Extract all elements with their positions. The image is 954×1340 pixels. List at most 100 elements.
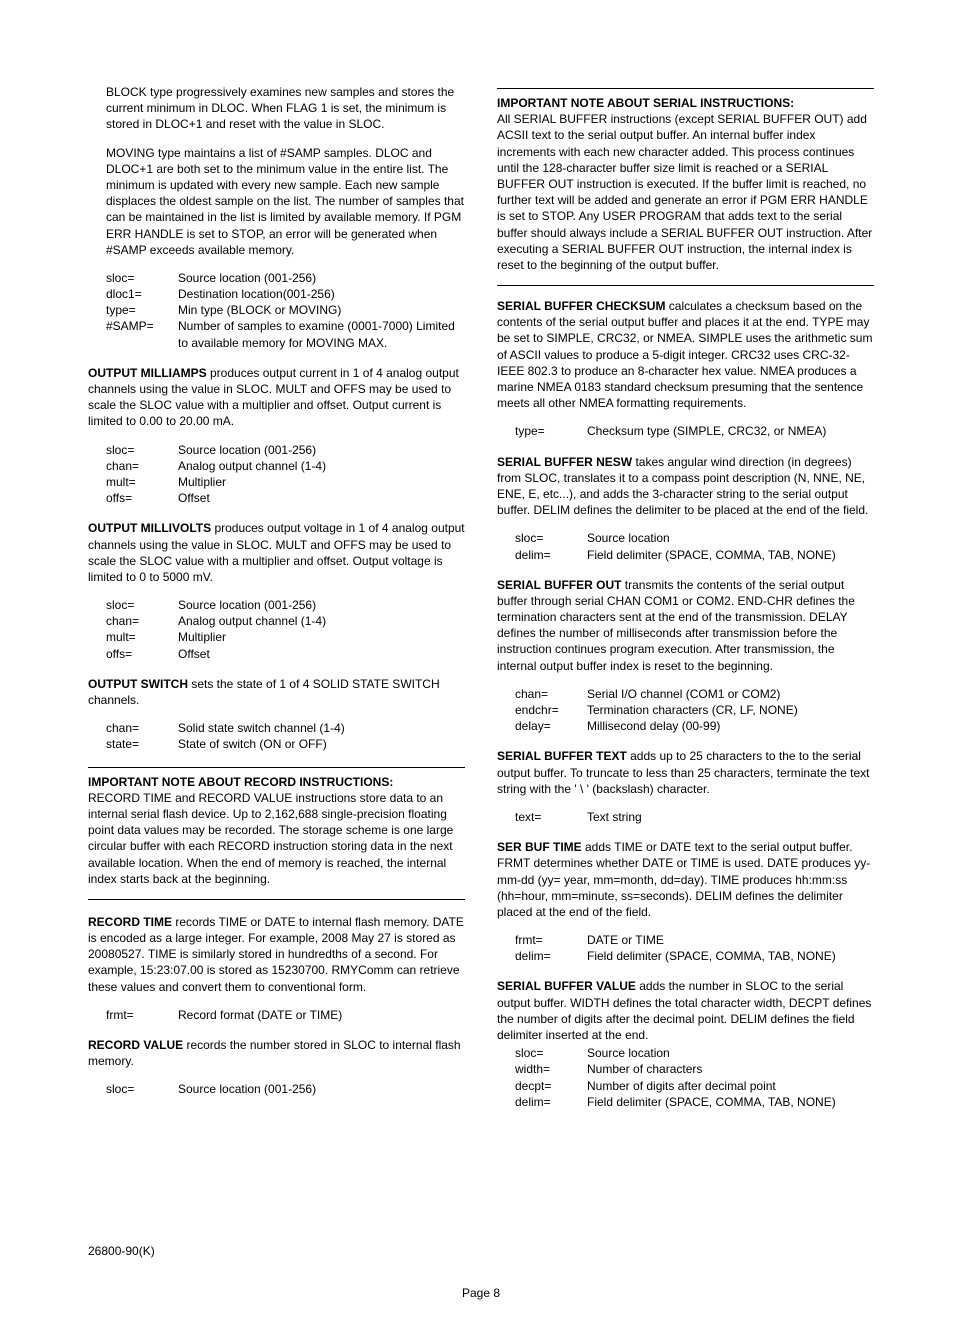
param-val: Text string bbox=[587, 809, 874, 825]
record-time: RECORD TIME records TIME or DATE to inte… bbox=[88, 914, 465, 995]
head-sbc: SERIAL BUFFER CHECKSUM bbox=[497, 299, 665, 313]
param-key: type= bbox=[106, 302, 178, 318]
param-val: Source location bbox=[587, 530, 874, 546]
param-key: chan= bbox=[106, 458, 178, 474]
param-val: Field delimiter (SPACE, COMMA, TAB, NONE… bbox=[587, 1094, 874, 1110]
body-sbc: calculates a checksum based on the conte… bbox=[497, 299, 872, 410]
head-sbn: SERIAL BUFFER NESW bbox=[497, 455, 632, 469]
param-key: decpt= bbox=[515, 1078, 587, 1094]
param-val: Millisecond delay (00-99) bbox=[587, 718, 874, 734]
note-head-serial: IMPORTANT NOTE ABOUT SERIAL INSTRUCTIONS… bbox=[497, 96, 794, 110]
param-key: sloc= bbox=[515, 530, 587, 546]
param-key: sloc= bbox=[106, 442, 178, 458]
param-key: #SAMP= bbox=[106, 318, 178, 350]
param-val: Source location (001-256) bbox=[178, 442, 465, 458]
param-key: type= bbox=[515, 423, 587, 439]
serial-note: IMPORTANT NOTE ABOUT SERIAL INSTRUCTIONS… bbox=[497, 95, 874, 273]
param-val: Destination location(001-256) bbox=[178, 286, 465, 302]
param-key: endchr= bbox=[515, 702, 587, 718]
record-note: IMPORTANT NOTE ABOUT RECORD INSTRUCTIONS… bbox=[88, 774, 465, 887]
head-output-millivolts: OUTPUT MILLIVOLTS bbox=[88, 521, 211, 535]
param-key: frmt= bbox=[515, 932, 587, 948]
param-key: sloc= bbox=[106, 597, 178, 613]
param-val: Source location (001-256) bbox=[178, 1081, 465, 1097]
head-record-time: RECORD TIME bbox=[88, 915, 172, 929]
param-val: Multiplier bbox=[178, 629, 465, 645]
serial-buffer-nesw: SERIAL BUFFER NESW takes angular wind di… bbox=[497, 454, 874, 519]
left-column: BLOCK type progressively examines new sa… bbox=[88, 84, 465, 1124]
output-switch: OUTPUT SWITCH sets the state of 1 of 4 S… bbox=[88, 676, 465, 708]
param-val: Source location (001-256) bbox=[178, 597, 465, 613]
param-key: delay= bbox=[515, 718, 587, 734]
serial-buffer-value: SERIAL BUFFER VALUE adds the number in S… bbox=[497, 978, 874, 1043]
param-key: chan= bbox=[515, 686, 587, 702]
param-val: Solid state switch channel (1-4) bbox=[178, 720, 465, 736]
param-val: DATE or TIME bbox=[587, 932, 874, 948]
param-key: mult= bbox=[106, 474, 178, 490]
note-body-record: RECORD TIME and RECORD VALUE instruction… bbox=[88, 791, 453, 886]
params-sbt: text=Text string bbox=[515, 809, 874, 825]
divider bbox=[88, 767, 465, 768]
param-key: chan= bbox=[106, 613, 178, 629]
params-rectime: frmt=Record format (DATE or TIME) bbox=[106, 1007, 465, 1023]
param-val: Offset bbox=[178, 490, 465, 506]
params-recval: sloc=Source location (001-256) bbox=[106, 1081, 465, 1097]
param-val: Field delimiter (SPACE, COMMA, TAB, NONE… bbox=[587, 547, 874, 563]
para-block: BLOCK type progressively examines new sa… bbox=[106, 84, 465, 133]
output-milliamps: OUTPUT MILLIAMPS produces output current… bbox=[88, 365, 465, 430]
param-key: offs= bbox=[106, 490, 178, 506]
param-val: Serial I/O channel (COM1 or COM2) bbox=[587, 686, 874, 702]
param-val: Source location (001-256) bbox=[178, 270, 465, 286]
param-val: Field delimiter (SPACE, COMMA, TAB, NONE… bbox=[587, 948, 874, 964]
param-key: frmt= bbox=[106, 1007, 178, 1023]
serial-buffer-text: SERIAL BUFFER TEXT adds up to 25 charact… bbox=[497, 748, 874, 797]
param-val: Number of characters bbox=[587, 1061, 874, 1077]
param-key: delim= bbox=[515, 1094, 587, 1110]
param-val: Record format (DATE or TIME) bbox=[178, 1007, 465, 1023]
param-key: sloc= bbox=[106, 270, 178, 286]
head-sbtime: SER BUF TIME bbox=[497, 840, 582, 854]
param-key: sloc= bbox=[515, 1045, 587, 1061]
divider bbox=[497, 88, 874, 89]
params-sbo: chan=Serial I/O channel (COM1 or COM2) e… bbox=[515, 686, 874, 735]
param-val: Termination characters (CR, LF, NONE) bbox=[587, 702, 874, 718]
param-val: Multiplier bbox=[178, 474, 465, 490]
param-val: Checksum type (SIMPLE, CRC32, or NMEA) bbox=[587, 423, 874, 439]
right-column: IMPORTANT NOTE ABOUT SERIAL INSTRUCTIONS… bbox=[497, 84, 874, 1124]
param-key: mult= bbox=[106, 629, 178, 645]
head-sbv: SERIAL BUFFER VALUE bbox=[497, 979, 636, 993]
head-output-milliamps: OUTPUT MILLIAMPS bbox=[88, 366, 207, 380]
param-val: Source location bbox=[587, 1045, 874, 1061]
head-output-switch: OUTPUT SWITCH bbox=[88, 677, 188, 691]
head-sbo: SERIAL BUFFER OUT bbox=[497, 578, 621, 592]
param-val: Number of samples to examine (0001-7000)… bbox=[178, 318, 465, 350]
record-value: RECORD VALUE records the number stored i… bbox=[88, 1037, 465, 1069]
page-number: Page 8 bbox=[88, 1286, 874, 1300]
serial-buffer-checksum: SERIAL BUFFER CHECKSUM calculates a chec… bbox=[497, 298, 874, 411]
param-key: state= bbox=[106, 736, 178, 752]
params-ma: sloc=Source location (001-256) chan=Anal… bbox=[106, 442, 465, 507]
param-key: sloc= bbox=[106, 1081, 178, 1097]
param-key: offs= bbox=[106, 646, 178, 662]
param-key: delim= bbox=[515, 547, 587, 563]
output-millivolts: OUTPUT MILLIVOLTS produces output voltag… bbox=[88, 520, 465, 585]
param-val: Number of digits after decimal point bbox=[587, 1078, 874, 1094]
params-sbc: type=Checksum type (SIMPLE, CRC32, or NM… bbox=[515, 423, 874, 439]
divider bbox=[88, 899, 465, 900]
params-sbtime: frmt=DATE or TIME delim=Field delimiter … bbox=[515, 932, 874, 964]
param-key: chan= bbox=[106, 720, 178, 736]
param-key: width= bbox=[515, 1061, 587, 1077]
footer-code: 26800-90(K) bbox=[88, 1244, 874, 1258]
params-min: sloc=Source location (001-256) dloc1=Des… bbox=[106, 270, 465, 351]
param-val: Analog output channel (1-4) bbox=[178, 613, 465, 629]
param-val: Min type (BLOCK or MOVING) bbox=[178, 302, 465, 318]
note-head-record: IMPORTANT NOTE ABOUT RECORD INSTRUCTIONS… bbox=[88, 775, 393, 789]
param-val: State of switch (ON or OFF) bbox=[178, 736, 465, 752]
param-val: Analog output channel (1-4) bbox=[178, 458, 465, 474]
params-sbv: sloc=Source location width=Number of cha… bbox=[515, 1045, 874, 1110]
head-record-value: RECORD VALUE bbox=[88, 1038, 183, 1052]
note-body-serial: All SERIAL BUFFER instructions (except S… bbox=[497, 112, 872, 272]
param-key: delim= bbox=[515, 948, 587, 964]
ser-buf-time: SER BUF TIME adds TIME or DATE text to t… bbox=[497, 839, 874, 920]
param-key: dloc1= bbox=[106, 286, 178, 302]
